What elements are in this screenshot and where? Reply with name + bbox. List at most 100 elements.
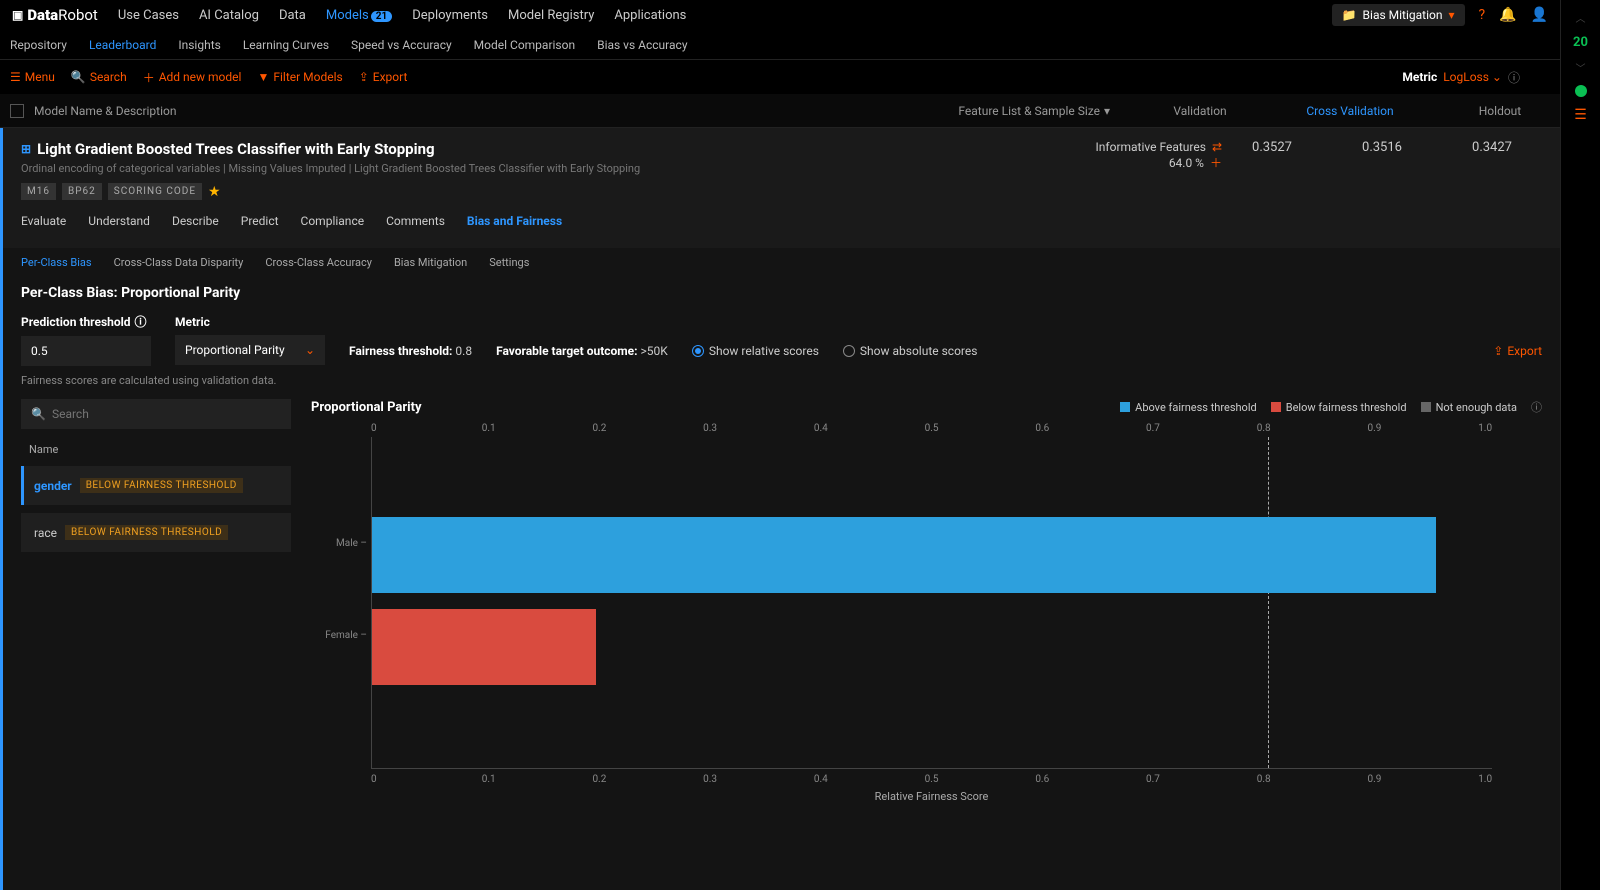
subtab-bias-mitigation[interactable]: Bias Mitigation [394,256,467,269]
subnav-insights[interactable]: Insights [178,38,220,52]
select-all-checkbox[interactable] [10,104,24,118]
metric-value[interactable]: LogLoss ⌄ [1443,70,1502,84]
fairness-badge: BELOW FAIRNESS THRESHOLD [80,478,243,493]
menu-button[interactable]: ☰ Menu [10,70,55,84]
menu-icon: ☰ [10,70,21,84]
subnav-bias-vs-accuracy[interactable]: Bias vs Accuracy [597,38,687,52]
metric-label: Metric [1402,70,1437,84]
bias-title: Per-Class Bias: Proportional Parity [21,285,1542,301]
bar [372,517,1436,593]
info-icon[interactable]: ⓘ [135,313,147,330]
col-holdout[interactable]: Holdout [1450,104,1550,118]
subtab-settings[interactable]: Settings [489,256,529,269]
model-tag: M16 [21,183,56,200]
tab-predict[interactable]: Predict [241,214,279,228]
y-label: Male – [336,538,367,549]
axis-tick: 0 [371,774,482,785]
legend-swatch [1120,402,1130,412]
subnav-repository[interactable]: Repository [10,38,67,52]
bell-icon[interactable]: 🔔 [1499,7,1516,23]
x-axis-label: Relative Fairness Score [371,790,1492,803]
tab-comments[interactable]: Comments [386,214,445,228]
tab-describe[interactable]: Describe [172,214,219,228]
chevron-down-icon[interactable]: ﹀ [1576,60,1586,75]
chevron-up-icon[interactable]: ︿ [1576,10,1586,25]
caret-down-icon: ▾ [1448,8,1454,22]
threshold-line [1268,437,1269,768]
feature-name: gender [34,479,72,493]
tab-compliance[interactable]: Compliance [301,214,365,228]
nav-use-cases[interactable]: Use Cases [118,8,179,23]
feature-search-input[interactable] [52,407,281,421]
subnav-speed-vs-accuracy[interactable]: Speed vs Accuracy [351,38,452,52]
fairness-threshold: Fairness threshold: 0.8 [349,344,472,366]
search-icon: 🔍 [31,407,46,421]
model-row: ⊞ Light Gradient Boosted Trees Classifie… [0,128,1560,248]
radio-relative[interactable]: Show relative scores [692,344,819,366]
y-label: Female – [325,630,367,641]
plus-icon[interactable]: ＋ [1210,154,1222,171]
subtab-cross-class-accuracy[interactable]: Cross-Class Accuracy [265,256,372,269]
axis-tick: 0.2 [592,423,703,434]
subnav-leaderboard[interactable]: Leaderboard [89,38,156,52]
star-icon[interactable]: ★ [208,184,221,200]
user-icon[interactable]: 👤 [1531,7,1548,23]
bias-export-button[interactable]: ⇪ Export [1493,344,1542,366]
col-cross-validation[interactable]: Cross Validation [1290,104,1410,118]
filter-icon: ▼ [257,70,269,84]
tab-evaluate[interactable]: Evaluate [21,214,66,228]
radio-absolute[interactable]: Show absolute scores [843,344,978,366]
filter-icon: ▾ [1104,104,1110,118]
col-validation[interactable]: Validation [1150,104,1250,118]
model-subtitle: Ordinal encoding of categorical variable… [21,162,1042,175]
axis-tick: 0.3 [703,423,814,434]
info-icon[interactable]: ⓘ [1531,399,1542,415]
info-icon[interactable]: ⓘ [1508,69,1520,86]
nav-model-registry[interactable]: Model Registry [508,8,594,23]
sub-nav: Repository Leaderboard Insights Learning Cu… [0,30,1560,60]
export-button[interactable]: ⇪ Export [359,70,408,84]
nav-data[interactable]: Data [279,8,306,23]
nav-models[interactable]: Models21 [326,8,392,23]
axis-tick: 0.4 [814,423,925,434]
caret-down-icon: ⌄ [305,343,315,357]
bias-metric-select[interactable]: Proportional Parity⌄ [175,335,325,365]
queue-icon[interactable]: ☰ [1574,107,1587,123]
upload-icon: ⇪ [1493,344,1503,358]
bias-metric-label: Metric [175,315,325,329]
pred-threshold-input[interactable] [21,336,151,366]
nav-ai-catalog[interactable]: AI Catalog [199,8,259,23]
project-name: Bias Mitigation [1363,8,1443,22]
fairness-chart: 00.10.20.30.40.50.60.70.80.91.0 00.10.20… [311,423,1542,803]
axis-tick: 0.8 [1257,423,1368,434]
model-title[interactable]: ⊞ Light Gradient Boosted Trees Classifie… [21,140,1042,158]
legend-item: Above fairness threshold [1120,401,1257,414]
nav-applications[interactable]: Applications [614,8,686,23]
help-icon[interactable]: ? [1479,7,1486,23]
axis-tick: 0.9 [1367,774,1478,785]
feature-item-gender[interactable]: gender BELOW FAIRNESS THRESHOLD [21,466,291,505]
subnav-learning-curves[interactable]: Learning Curves [243,38,329,52]
axis-tick: 0.1 [482,774,593,785]
search-button[interactable]: 🔍 Search [71,70,127,84]
swap-icon[interactable]: ⇄ [1212,140,1222,154]
tab-understand[interactable]: Understand [88,214,150,228]
feature-search[interactable]: 🔍 [21,399,291,429]
nav-deployments[interactable]: Deployments [412,8,488,23]
add-model-button[interactable]: ＋ Add new model [143,69,242,86]
subtab-per-class-bias[interactable]: Per-Class Bias [21,256,92,269]
metric-cv: 0.3516 [1322,140,1442,155]
project-selector[interactable]: 📁 Bias Mitigation ▾ [1332,4,1465,26]
status-dot-icon[interactable] [1575,85,1587,97]
subnav-model-comparison[interactable]: Model Comparison [474,38,575,52]
logo[interactable]: ▣ DataRobot [12,6,98,24]
bar [372,609,596,685]
col-feature-list[interactable]: Feature List & Sample Size ▾ [958,104,1110,118]
legend-swatch [1271,402,1281,412]
legend-item: Below fairness threshold [1271,401,1407,414]
tab-bias-and-fairness[interactable]: Bias and Fairness [467,214,562,228]
feature-item-race[interactable]: raceBELOW FAIRNESS THRESHOLD [21,513,291,552]
model-icon: ⊞ [21,142,31,156]
subtab-cross-class-data-disparity[interactable]: Cross-Class Data Disparity [114,256,244,269]
filter-button[interactable]: ▼ Filter Models [257,70,342,84]
